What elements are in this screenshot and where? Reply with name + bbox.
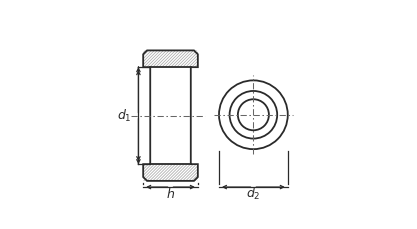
Text: $h$: $h$ [166, 187, 175, 201]
Text: $d_1$: $d_1$ [116, 108, 131, 124]
Text: $d_2$: $d_2$ [246, 185, 261, 202]
